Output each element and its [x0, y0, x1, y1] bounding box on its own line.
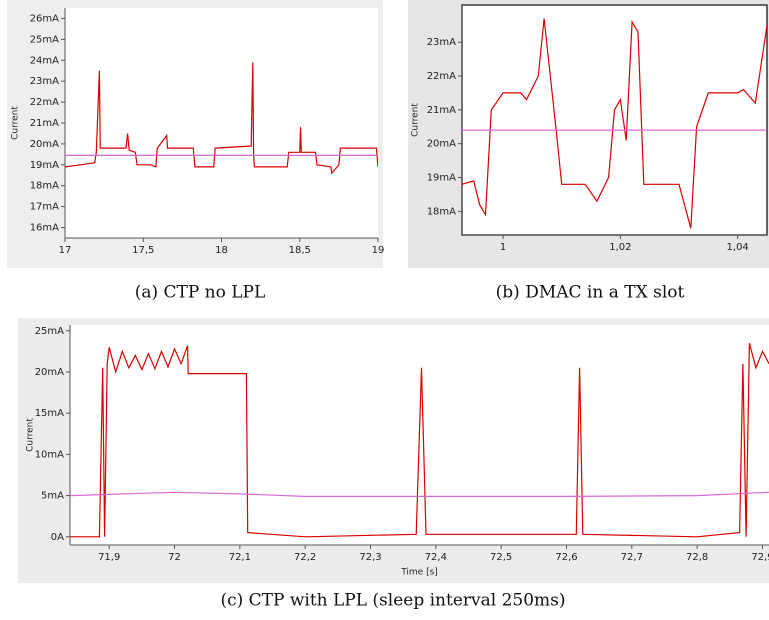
x-tick-label: 19 [372, 245, 385, 256]
x-tick-label: 72 [168, 552, 181, 563]
y-tick-label: 26mA [30, 13, 59, 24]
x-axis-label: Time [s] [400, 568, 438, 578]
y-tick-label: 25mA [35, 326, 64, 337]
y-tick-label: 25mA [30, 34, 59, 45]
data-line [65, 62, 378, 175]
x-tick-label: 1 [500, 242, 506, 253]
plot-area [461, 4, 768, 236]
x-tick-label: 72,5 [490, 552, 512, 563]
y-tick-label: 21mA [427, 105, 456, 116]
caption: (a) CTP no LPL [135, 283, 266, 303]
y-tick-label: 18mA [30, 181, 59, 192]
y-tick-label: 15mA [35, 408, 64, 419]
x-tick-label: 71,9 [98, 552, 120, 563]
y-tick-label: 18mA [427, 206, 456, 217]
y-tick-label: 10mA [35, 449, 64, 460]
y-tick-label: 16mA [30, 223, 59, 234]
x-tick-label: 1,04 [727, 242, 749, 253]
y-axis-label: Current [11, 106, 21, 140]
y-tick-label: 22mA [427, 71, 456, 82]
y-tick-label: 17mA [30, 202, 59, 213]
x-tick-label: 72,1 [229, 552, 251, 563]
y-tick-label: 24mA [30, 55, 59, 66]
x-tick-label: 18 [215, 245, 228, 256]
x-tick-label: 1,02 [609, 242, 631, 253]
x-tick-label: 17 [59, 245, 72, 256]
caption: (b) DMAC in a TX slot [496, 283, 685, 303]
data-line [70, 491, 769, 497]
caption: (c) CTP with LPL (sleep interval 250ms) [220, 591, 565, 611]
y-tick-label: 19mA [30, 160, 59, 171]
y-tick-label: 22mA [30, 97, 59, 108]
data-line [70, 342, 769, 538]
x-tick-label: 18,5 [289, 245, 311, 256]
y-tick-label: 20mA [427, 139, 456, 150]
x-tick-label: 17,5 [132, 245, 154, 256]
y-axis-label: Current [26, 418, 36, 452]
y-axis-label: Current [411, 103, 421, 137]
data-line [462, 18, 767, 229]
y-tick-label: 23mA [427, 37, 456, 48]
plot-area [65, 8, 378, 238]
y-tick-label: 23mA [30, 76, 59, 87]
y-tick-label: 5mA [41, 491, 64, 502]
y-tick-label: 0A [51, 532, 64, 543]
y-tick-label: 21mA [30, 118, 59, 129]
x-tick-label: 72,3 [359, 552, 381, 563]
y-tick-label: 20mA [30, 139, 59, 150]
x-tick-label: 72,8 [686, 552, 708, 563]
x-tick-label: 72,6 [555, 552, 577, 563]
x-tick-label: 72,4 [425, 552, 447, 563]
x-tick-label: 72,7 [621, 552, 643, 563]
y-tick-label: 20mA [35, 367, 64, 378]
x-tick-label: 72,9 [751, 552, 769, 563]
x-tick-label: 72,2 [294, 552, 316, 563]
y-tick-label: 19mA [427, 173, 456, 184]
